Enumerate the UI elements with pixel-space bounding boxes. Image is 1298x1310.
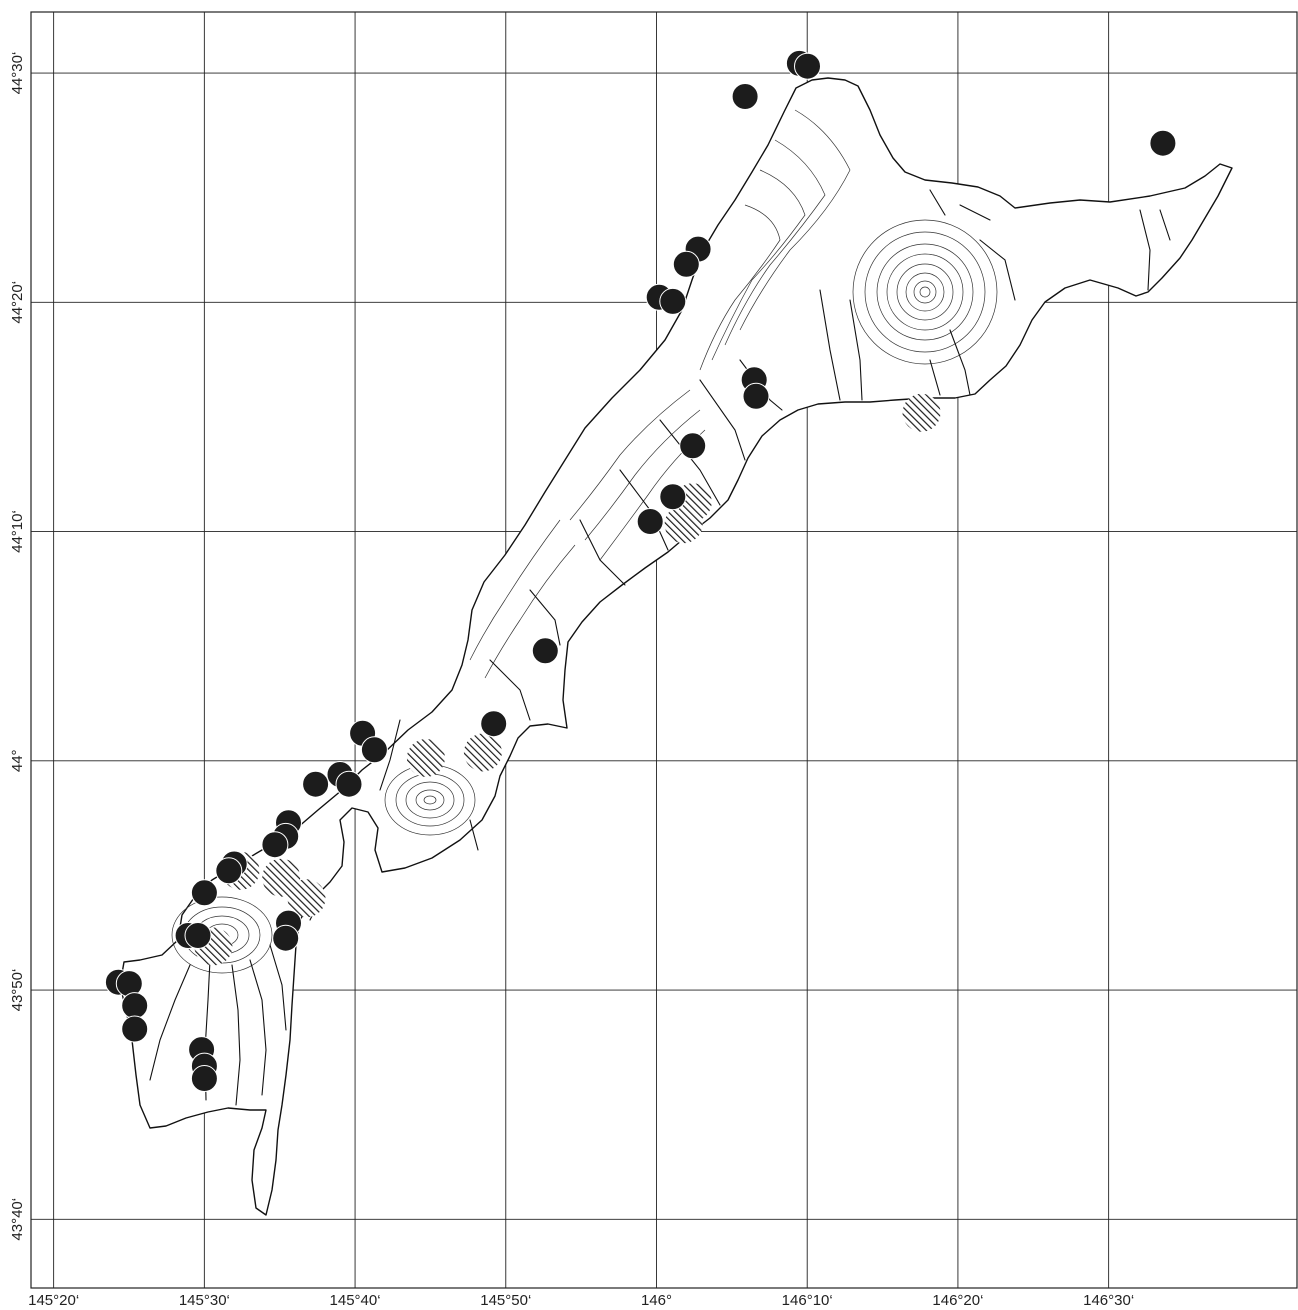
volcano-contours-north [852, 219, 998, 365]
hatched-site-marker [664, 505, 703, 544]
latitude-tick-label: 44°10‘ [9, 510, 26, 553]
solid-site-marker [659, 287, 687, 315]
peninsula-landmass [119, 77, 1233, 1216]
solid-site-marker [531, 637, 559, 665]
solid-site-marker [480, 710, 508, 738]
solid-site-marker [215, 857, 243, 885]
ridge-contours [469, 109, 851, 679]
solid-site-marker [659, 483, 687, 511]
coastline [119, 77, 1233, 1216]
hatched-site-markers [194, 393, 941, 966]
solid-site-marker [261, 831, 289, 859]
longitude-tick-label: 145°40‘ [330, 1292, 381, 1309]
hatched-site-marker [262, 858, 301, 897]
longitude-tick-labels: 145°20‘ 145°30‘ 145°40‘ 145°50‘ 146° 146°10‘ 1… [28, 1292, 1134, 1309]
longitude-tick-label: 145°50‘ [480, 1292, 531, 1309]
longitude-tick-label: 146°10‘ [782, 1292, 833, 1309]
hatched-site-marker [287, 879, 326, 918]
solid-site-marker [679, 432, 707, 460]
latitude-tick-label: 44° [9, 749, 26, 772]
hatched-site-marker [406, 739, 445, 777]
solid-site-marker [302, 770, 330, 798]
solid-site-marker [672, 250, 700, 278]
hatched-site-marker [463, 733, 502, 772]
solid-site-marker [1149, 129, 1177, 157]
solid-site-marker [190, 879, 218, 907]
latitude-tick-label: 43°40‘ [9, 1198, 26, 1241]
longitude-tick-label: 145°30‘ [179, 1292, 230, 1309]
solid-site-marker [636, 508, 664, 535]
hatched-site-marker [902, 393, 941, 432]
longitude-tick-label: 146° [641, 1292, 672, 1309]
solid-site-marker [121, 1015, 149, 1043]
latitude-tick-labels: 44°30‘ 44°20‘ 44°10‘ 44° 43°50‘ 43°40‘ [9, 52, 26, 1241]
solid-site-marker [335, 770, 363, 798]
longitude-tick-label: 145°20‘ [28, 1292, 79, 1309]
solid-site-marker [360, 736, 388, 764]
solid-site-marker [190, 1065, 218, 1092]
map-frame [30, 11, 1298, 1289]
solid-site-marker [184, 922, 212, 949]
latitude-tick-label: 44°30‘ [9, 52, 26, 95]
solid-site-markers [104, 49, 1177, 1092]
solid-site-marker [794, 52, 821, 80]
longitude-tick-label: 146°30‘ [1083, 1292, 1134, 1309]
solid-site-marker [121, 992, 149, 1020]
latitude-tick-label: 44°20‘ [9, 281, 26, 324]
solid-site-marker [731, 83, 759, 110]
solid-site-marker [272, 924, 300, 952]
latitude-tick-label: 43°50‘ [9, 969, 26, 1012]
longitude-tick-label: 146°20‘ [932, 1292, 983, 1309]
solid-site-marker [742, 382, 770, 410]
